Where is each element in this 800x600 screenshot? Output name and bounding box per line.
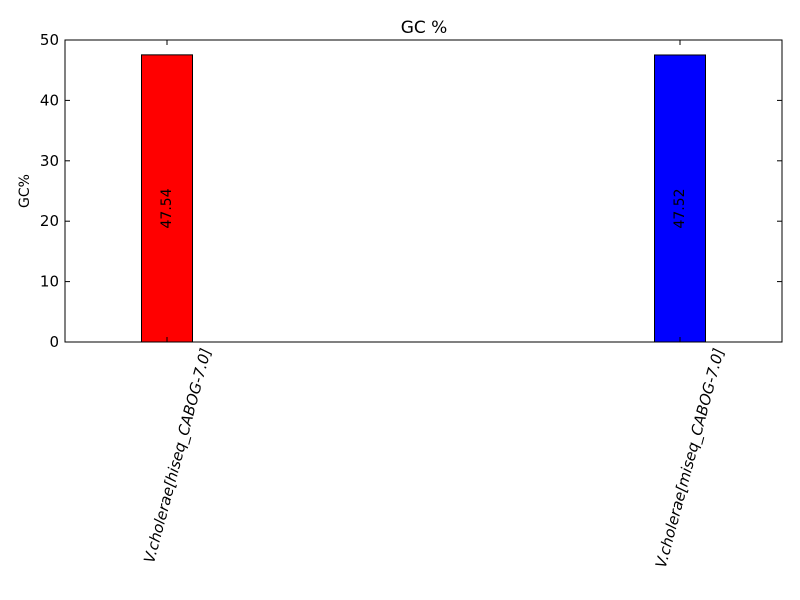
bar-value-label: 47.54 <box>159 188 175 228</box>
x-category-label: V.cholerae[hiseq_CABOG-7.0] <box>140 346 216 565</box>
y-tick-label: 30 <box>40 152 59 170</box>
y-tick-label: 10 <box>40 273 59 291</box>
bar <box>141 54 193 343</box>
y-tick-label: 50 <box>40 31 59 49</box>
plot-frame <box>64 39 783 343</box>
y-tick-label: 20 <box>40 212 59 230</box>
bars-layer <box>141 54 706 343</box>
bar <box>654 54 706 343</box>
y-tick-label: 40 <box>40 91 59 109</box>
x-category-label: V.cholerae[miseq_CABOG-7.0] <box>652 346 729 570</box>
y-axis-label: GC% <box>17 174 33 208</box>
bar-value-label: 47.52 <box>672 188 688 228</box>
y-tick-label: 0 <box>49 333 59 351</box>
chart-title: GC % <box>401 18 448 38</box>
